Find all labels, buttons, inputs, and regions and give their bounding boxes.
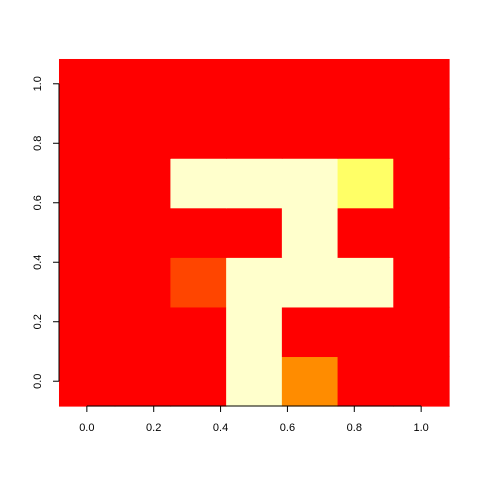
heatmap-cell xyxy=(58,356,116,407)
y-tick-label: 0.0 xyxy=(32,374,44,389)
heatmap-cell xyxy=(337,257,394,308)
heatmap-cell xyxy=(393,356,450,407)
heatmap-cell xyxy=(337,158,394,209)
x-tick-label: 0.6 xyxy=(280,422,295,434)
x-tick-label: 0.2 xyxy=(146,422,161,434)
x-tick-label: 1.0 xyxy=(414,422,429,434)
heatmap-cell xyxy=(393,207,450,258)
x-tick-label: 0.8 xyxy=(347,422,362,434)
heatmap-cell xyxy=(281,158,339,209)
heatmap-cell xyxy=(281,257,339,308)
heatmap-cell xyxy=(393,257,450,308)
heatmap-cell xyxy=(114,58,172,110)
heatmap-cell xyxy=(114,306,172,358)
heatmap-cell xyxy=(281,306,339,358)
heatmap-cells xyxy=(58,58,450,407)
heatmap-cell xyxy=(58,158,116,209)
heatmap-cell xyxy=(337,306,394,358)
heatmap-cell xyxy=(393,158,450,209)
heatmap-cell xyxy=(226,356,283,407)
heatmap-cell xyxy=(226,306,283,358)
heatmap-cell xyxy=(58,58,116,110)
heatmap-cell xyxy=(170,306,227,358)
heatmap-cell xyxy=(393,58,450,110)
heatmap-cell xyxy=(226,257,283,308)
x-axis: 0.0 0.2 0.4 0.6 0.8 1.0 xyxy=(79,405,429,434)
heatmap-cell xyxy=(226,158,283,209)
heatmap-cell xyxy=(114,108,172,159)
heatmap-cell xyxy=(114,207,172,258)
heatmap-cell xyxy=(170,58,227,110)
heatmap-cell xyxy=(114,158,172,209)
heatmap-cell xyxy=(170,207,227,258)
heatmap-cell xyxy=(58,207,116,258)
y-tick-label: 0.8 xyxy=(32,136,44,151)
heatmap-cell xyxy=(281,108,339,159)
heatmap-cell xyxy=(58,257,116,308)
heatmap-cell xyxy=(393,108,450,159)
heatmap-cell xyxy=(281,207,339,258)
x-tick-label: 0.4 xyxy=(213,422,228,434)
heatmap-cell xyxy=(226,58,283,110)
heatmap-cell xyxy=(337,356,394,407)
heatmap-cell xyxy=(170,108,227,159)
heatmap-cell xyxy=(337,207,394,258)
y-tick-label: 1.0 xyxy=(32,76,44,91)
heatmap-cell xyxy=(337,108,394,159)
y-tick-label: 0.6 xyxy=(32,195,44,210)
heatmap-cell xyxy=(170,257,227,308)
heatmap-cell xyxy=(337,58,394,110)
heatmap-cell xyxy=(393,306,450,358)
heatmap-cell xyxy=(58,306,116,358)
heatmap-cell xyxy=(114,257,172,308)
heatmap-cell xyxy=(114,356,172,407)
heatmap-cell xyxy=(226,207,283,258)
y-tick-label: 0.2 xyxy=(32,314,44,329)
heatmap-cell xyxy=(170,158,227,209)
y-tick-label: 0.4 xyxy=(32,255,44,270)
heatmap-cell xyxy=(226,108,283,159)
y-axis: 0.0 0.2 0.4 0.6 0.8 1.0 xyxy=(32,76,60,389)
heatmap-cell xyxy=(281,356,339,407)
x-tick-label: 0.0 xyxy=(79,422,94,434)
heatmap-cell xyxy=(281,58,339,110)
heatmap-cell xyxy=(170,356,227,407)
heatmap-cell xyxy=(58,108,116,159)
